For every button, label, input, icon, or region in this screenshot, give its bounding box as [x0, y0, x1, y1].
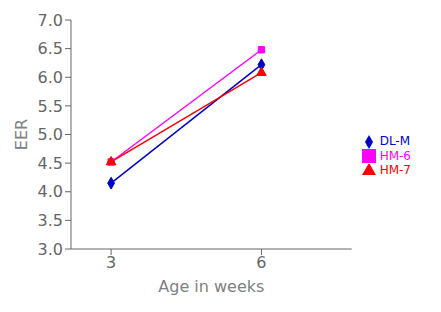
svg-text:5.5: 5.5	[38, 97, 63, 116]
svg-text:3.0: 3.0	[38, 240, 63, 259]
svg-text:5.0: 5.0	[38, 125, 63, 144]
html-text:DL-M: DL-M	[379, 134, 411, 149]
svg-text:Age in weeks: Age in weeks	[158, 277, 264, 296]
svg-text:6.5: 6.5	[38, 39, 63, 58]
svg-text:7.0: 7.0	[38, 11, 63, 30]
svg-text:6: 6	[256, 253, 266, 272]
html-text:HM-7: HM-7	[379, 163, 411, 178]
svg-text:3: 3	[106, 253, 116, 272]
svg-text:3.5: 3.5	[38, 211, 63, 230]
svg-text:EER: EER	[12, 119, 31, 150]
svg-text:4.0: 4.0	[38, 182, 63, 201]
html-text:HM-6: HM-6	[379, 148, 411, 163]
svg-text:6.0: 6.0	[38, 68, 63, 87]
svg-text:4.5: 4.5	[38, 154, 63, 173]
